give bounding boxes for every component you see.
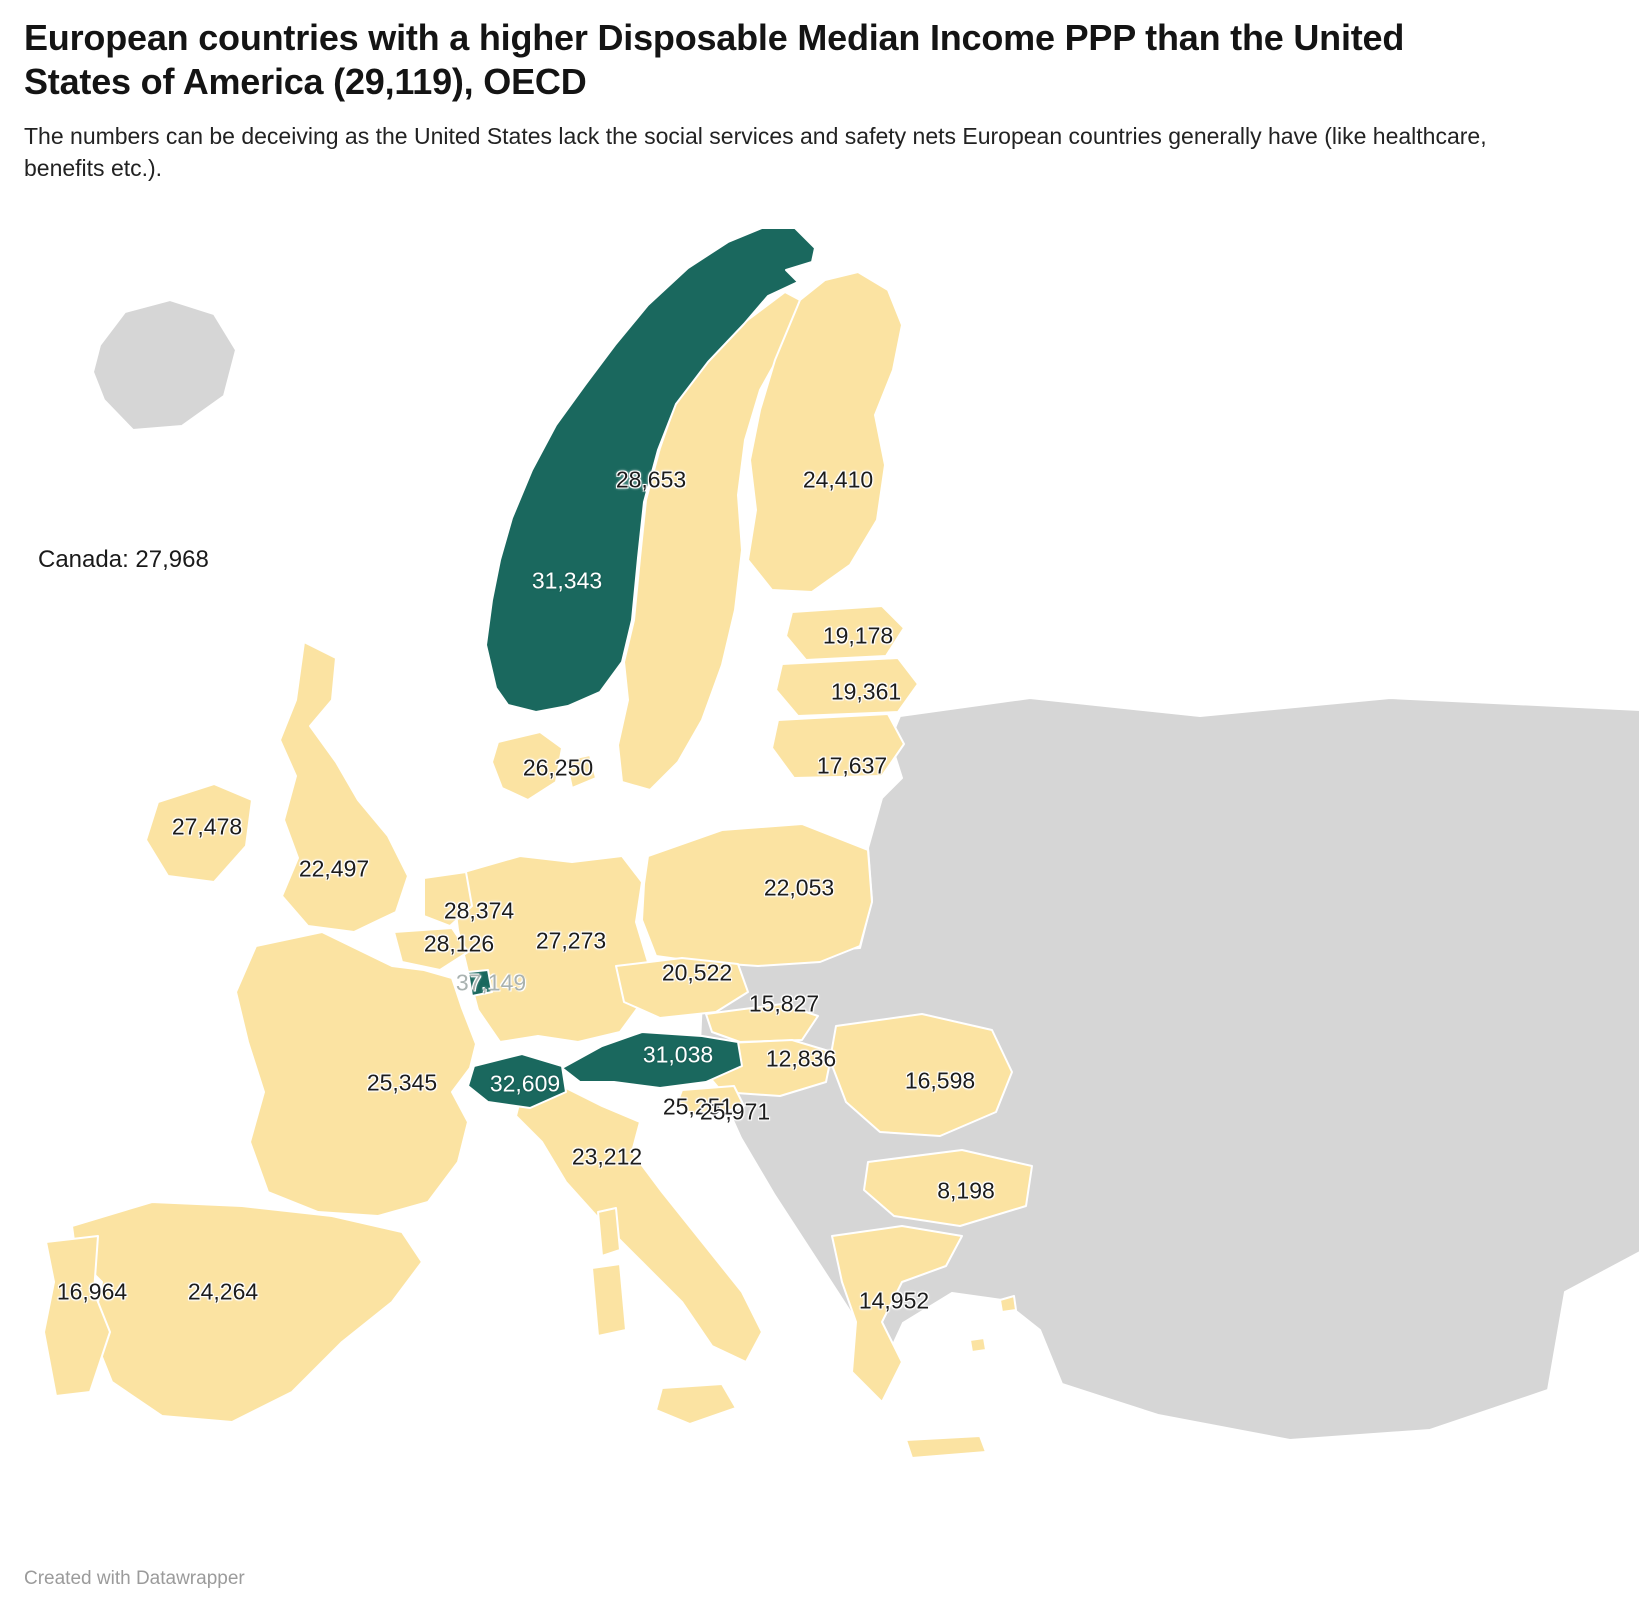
country-shape-crete[interactable] xyxy=(905,1435,987,1459)
country-shape-finland[interactable] xyxy=(747,271,903,593)
country-shape-greek-island-2[interactable] xyxy=(969,1337,987,1353)
country-shape-sardinia[interactable] xyxy=(591,1263,627,1337)
country-shape-belgium[interactable] xyxy=(393,927,469,971)
country-shape-portugal[interactable] xyxy=(43,1235,111,1397)
country-shape-austria[interactable] xyxy=(561,1031,743,1089)
country-shape-bulgaria[interactable] xyxy=(863,1149,1033,1227)
chart-header: European countries with a higher Disposa… xyxy=(24,16,1504,184)
country-shape-luxembourg[interactable] xyxy=(467,969,493,997)
country-shape-poland[interactable] xyxy=(641,823,873,967)
country-shape-greece[interactable] xyxy=(831,1225,963,1403)
country-shape-ireland[interactable] xyxy=(145,783,253,883)
canada-annotation: Canada: 27,968 xyxy=(38,546,209,573)
country-shape-france[interactable] xyxy=(235,931,477,1217)
country-shape-denmark-island[interactable] xyxy=(565,754,597,789)
country-shape-greek-island[interactable] xyxy=(999,1295,1017,1313)
country-shape-iceland[interactable] xyxy=(92,299,237,431)
country-shape-slovenia[interactable] xyxy=(675,1085,745,1119)
country-shape-romania[interactable] xyxy=(829,1013,1013,1137)
country-shape-lithuania[interactable] xyxy=(771,713,905,779)
country-shape-germany[interactable] xyxy=(453,855,649,1043)
country-shape-corsica[interactable] xyxy=(597,1207,621,1257)
country-shape-netherlands[interactable] xyxy=(423,871,473,927)
country-shape-norway[interactable] xyxy=(485,227,816,713)
page-title: European countries with a higher Disposa… xyxy=(24,17,1405,102)
country-shape-sicily[interactable] xyxy=(655,1383,737,1425)
datawrapper-credit: Created with Datawrapper xyxy=(24,1568,245,1589)
page-subtitle: The numbers can be deceiving as the Unit… xyxy=(24,122,1487,181)
country-shape-united-kingdom[interactable] xyxy=(279,641,409,933)
country-shape-slovakia[interactable] xyxy=(705,1003,819,1043)
country-shape-czechia[interactable] xyxy=(615,957,749,1019)
country-shape-spain[interactable] xyxy=(71,1201,423,1423)
country-shape-estonia[interactable] xyxy=(785,605,905,661)
country-shape-switzerland[interactable] xyxy=(467,1053,567,1109)
country-shape-denmark[interactable] xyxy=(491,731,563,801)
country-shape-latvia[interactable] xyxy=(775,657,919,717)
country-shape-italy[interactable] xyxy=(515,1085,763,1363)
